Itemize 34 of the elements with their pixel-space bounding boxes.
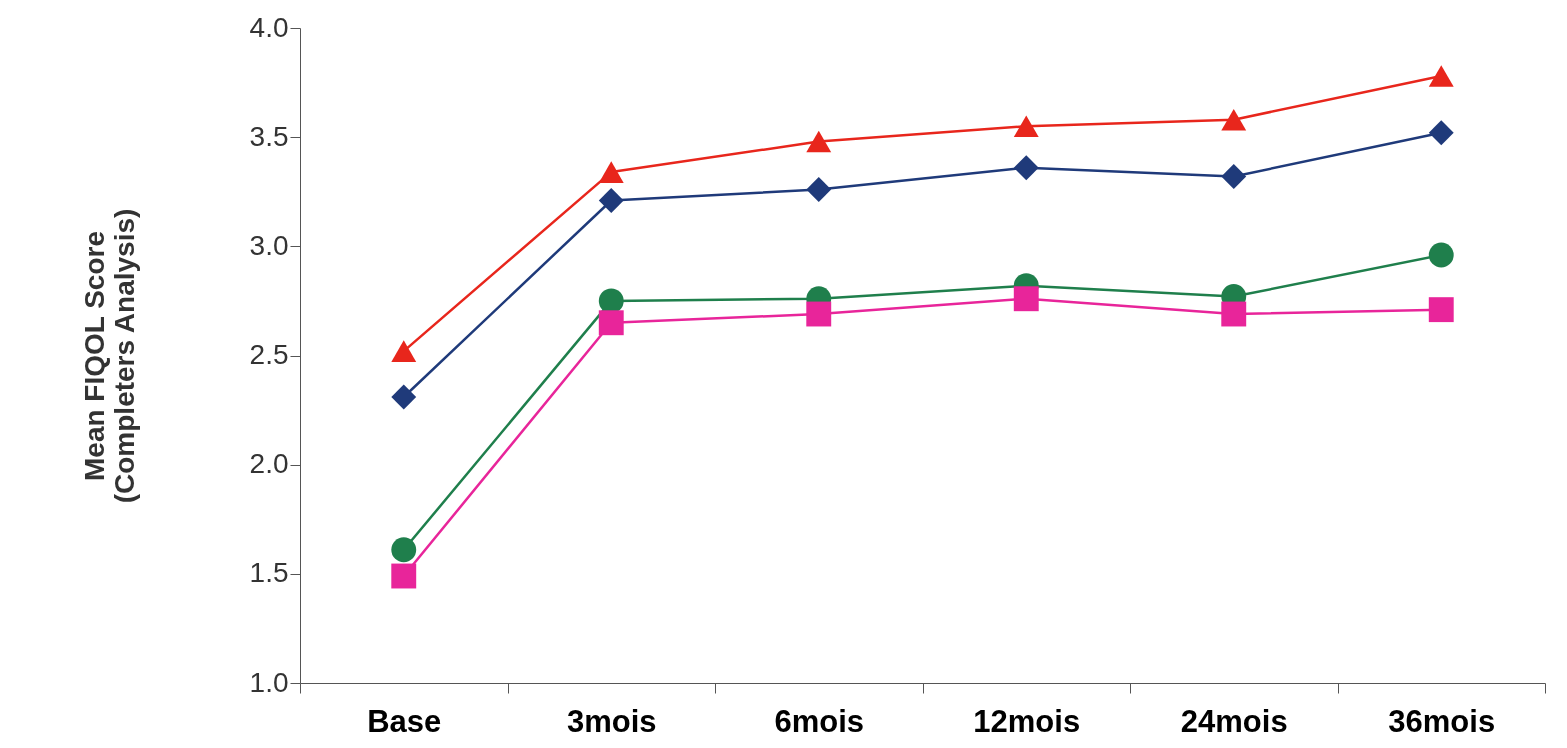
y-tick-label: 1.0	[249, 666, 289, 698]
point	[1428, 120, 1454, 146]
point	[1428, 65, 1454, 87]
point	[806, 301, 832, 327]
y-tick-label: 3.5	[249, 120, 289, 152]
point	[1428, 242, 1454, 268]
point	[1221, 164, 1247, 189]
point	[391, 384, 417, 410]
point	[391, 340, 417, 362]
point	[391, 563, 417, 589]
point	[1221, 301, 1247, 327]
point	[806, 177, 832, 203]
x-tick-label: 12mois	[973, 703, 1081, 739]
y-tick-label: 3.0	[249, 229, 289, 261]
point	[1013, 115, 1039, 138]
y-axis-title: Mean FIQOL Score (Completers Analysis)	[78, 208, 140, 504]
point	[1013, 155, 1039, 181]
point	[598, 188, 624, 213]
x-tick-label: Base	[367, 703, 442, 739]
point	[391, 537, 417, 563]
y-tick-label: 1.5	[249, 557, 289, 589]
x-tick-label: 24mois	[1180, 703, 1288, 739]
point	[598, 161, 624, 183]
y-tick-label: 2.0	[249, 448, 289, 480]
point	[806, 130, 832, 153]
x-tick-label: 3mois	[566, 703, 657, 739]
y-tick-label: 4.0	[249, 11, 289, 43]
point	[1428, 297, 1454, 323]
point	[1221, 108, 1247, 131]
point	[1013, 286, 1039, 312]
y-tick-label: 2.5	[249, 339, 289, 370]
x-tick-label: 6mois	[774, 703, 865, 739]
point	[598, 310, 624, 336]
x-tick-label: 36mois	[1388, 703, 1496, 739]
